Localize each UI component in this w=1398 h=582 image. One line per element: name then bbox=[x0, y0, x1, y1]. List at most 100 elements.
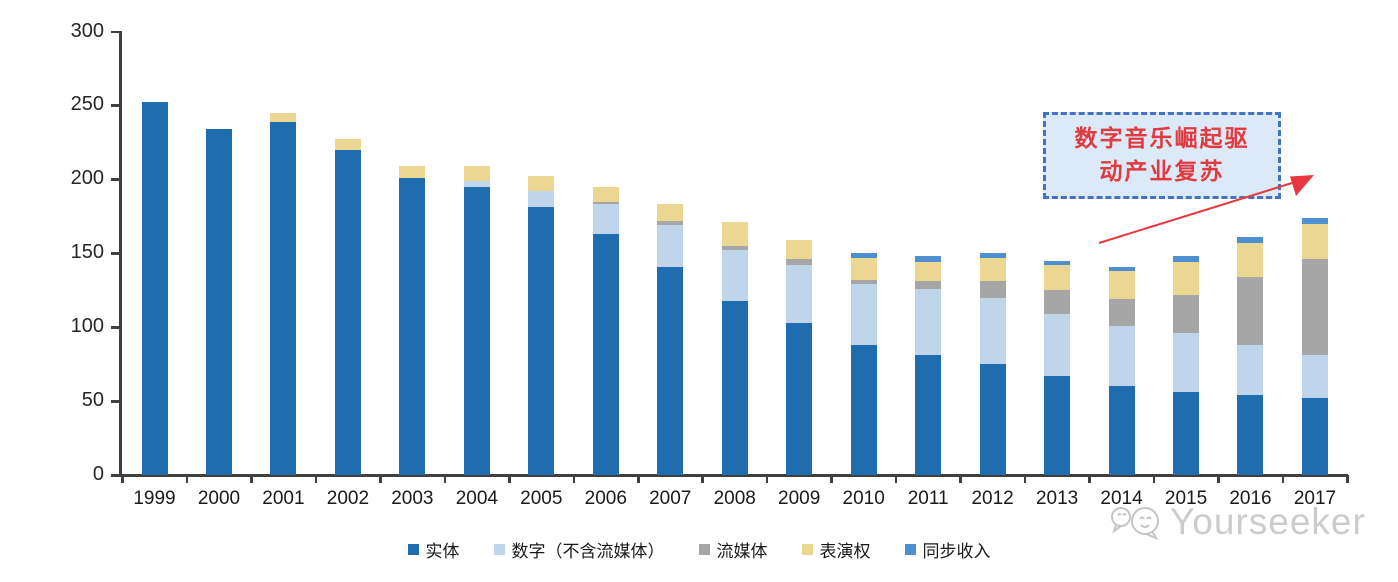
x-tick-mark bbox=[1217, 475, 1220, 483]
bar-segment-实体-2016 bbox=[1237, 395, 1264, 475]
legend-swatch bbox=[801, 544, 813, 555]
bar-segment-数字（不含流媒体）-2006 bbox=[592, 204, 619, 235]
y-axis-line bbox=[119, 31, 122, 477]
bar-segment-数字（不含流媒体）-2012 bbox=[979, 297, 1006, 365]
x-tick-mark bbox=[959, 475, 962, 483]
bar-segment-流媒体-2013 bbox=[1044, 290, 1071, 314]
bar-segment-实体-2010 bbox=[850, 344, 877, 475]
annotation-text-line1: 数字音乐崛起驱 bbox=[1074, 126, 1250, 153]
legend-swatch bbox=[407, 544, 419, 555]
bar-segment-表演权-2017 bbox=[1301, 223, 1328, 260]
x-tick-label: 2014 bbox=[1100, 488, 1143, 509]
bar-segment-表演权-2011 bbox=[915, 262, 942, 282]
x-tick-label: 1999 bbox=[133, 488, 176, 509]
bar-segment-数字（不含流媒体）-2016 bbox=[1237, 344, 1264, 396]
bar-segment-数字（不含流媒体）-2009 bbox=[786, 265, 813, 323]
y-tick-mark bbox=[111, 178, 119, 181]
bar-segment-同步收入-2016 bbox=[1237, 236, 1264, 243]
bar-segment-表演权-2001 bbox=[270, 112, 297, 122]
bar-segment-流媒体-2006 bbox=[592, 201, 619, 205]
bar-segment-数字（不含流媒体）-2011 bbox=[915, 288, 942, 356]
y-tick-label: 50 bbox=[81, 389, 104, 412]
bar-segment-数字（不含流媒体）-2010 bbox=[850, 284, 877, 345]
y-tick-mark bbox=[111, 474, 119, 477]
legend-item-数字（不含流媒体）: 数字（不含流媒体） bbox=[493, 537, 665, 562]
bar-segment-流媒体-2014 bbox=[1108, 299, 1135, 326]
y-tick-mark bbox=[111, 326, 119, 329]
bar-segment-表演权-2016 bbox=[1237, 242, 1264, 277]
legend-label: 实体 bbox=[425, 542, 460, 562]
x-tick-label: 2012 bbox=[971, 488, 1014, 509]
bar-segment-流媒体-2015 bbox=[1173, 294, 1200, 334]
y-tick-mark bbox=[111, 104, 119, 107]
legend-swatch bbox=[493, 544, 505, 555]
chart-legend: 实体 数字（不含流媒体） 流媒体 表演权 同步收入 bbox=[0, 537, 1398, 562]
bar-segment-数字（不含流媒体）-2005 bbox=[528, 191, 555, 208]
bar-segment-同步收入-2017 bbox=[1301, 217, 1328, 224]
x-tick-mark bbox=[185, 475, 189, 483]
x-tick-label: 2006 bbox=[584, 488, 627, 509]
legend-label: 流媒体 bbox=[716, 542, 768, 562]
legend-swatch bbox=[904, 544, 916, 555]
watermark-text: Yourseeker bbox=[1170, 501, 1366, 542]
bar-segment-表演权-2013 bbox=[1044, 265, 1071, 291]
x-tick-mark bbox=[830, 475, 833, 483]
bar-segment-同步收入-2014 bbox=[1108, 266, 1135, 271]
bar-segment-数字（不含流媒体）-2015 bbox=[1173, 333, 1200, 393]
x-tick-label: 2015 bbox=[1164, 488, 1208, 509]
bar-segment-实体-2009 bbox=[786, 322, 813, 475]
bar-segment-表演权-2012 bbox=[979, 257, 1006, 282]
bar-segment-表演权-2005 bbox=[528, 176, 555, 192]
x-tick-label: 2007 bbox=[649, 488, 692, 509]
bar-segment-实体-2015 bbox=[1173, 392, 1200, 475]
bar-segment-同步收入-2011 bbox=[915, 256, 942, 263]
bar-segment-实体-2004 bbox=[463, 186, 490, 475]
bar-segment-流媒体-2016 bbox=[1237, 276, 1264, 345]
x-tick-mark bbox=[314, 475, 318, 483]
x-tick-mark bbox=[1281, 475, 1285, 483]
x-tick-mark bbox=[443, 475, 447, 483]
bar-segment-实体-2012 bbox=[979, 364, 1006, 475]
x-tick-mark bbox=[572, 475, 576, 483]
x-tick-mark bbox=[121, 475, 124, 483]
bar-segment-表演权-2015 bbox=[1173, 262, 1200, 295]
x-tick-mark bbox=[894, 475, 898, 483]
x-tick-label: 2003 bbox=[391, 488, 434, 509]
x-tick-mark bbox=[637, 475, 640, 483]
bar-segment-实体-2005 bbox=[528, 207, 555, 475]
x-tick-label: 2005 bbox=[520, 488, 563, 509]
bar-segment-同步收入-2015 bbox=[1173, 256, 1200, 263]
x-tick-label: 2004 bbox=[455, 488, 498, 509]
y-tick-label: 100 bbox=[70, 315, 104, 338]
bar-segment-表演权-2002 bbox=[334, 139, 361, 150]
bar-segment-实体-2014 bbox=[1108, 386, 1135, 475]
legend-label: 表演权 bbox=[819, 542, 871, 562]
bar-segment-表演权-2007 bbox=[657, 204, 684, 221]
annotation-text-line2: 动产业复苏 bbox=[1099, 158, 1225, 185]
bar-segment-实体-2002 bbox=[334, 149, 361, 475]
legend-item-表演权: 表演权 bbox=[801, 537, 871, 562]
y-tick-label: 150 bbox=[70, 241, 104, 264]
bar-segment-实体-2001 bbox=[270, 121, 297, 475]
bar-segment-流媒体-2012 bbox=[979, 281, 1006, 298]
x-tick-label: 2013 bbox=[1035, 488, 1079, 509]
watermark: Yourseeker bbox=[1108, 500, 1366, 544]
x-tick-mark bbox=[1088, 475, 1091, 483]
y-tick-mark bbox=[111, 30, 119, 33]
y-tick-label: 0 bbox=[92, 463, 104, 485]
x-tick-label: 2010 bbox=[842, 488, 885, 509]
bar-segment-同步收入-2012 bbox=[979, 253, 1006, 258]
bar-segment-表演权-2008 bbox=[721, 222, 748, 246]
bar-segment-数字（不含流媒体）-2014 bbox=[1108, 325, 1135, 387]
bar-segment-表演权-2003 bbox=[399, 166, 426, 178]
bar-segment-实体-2003 bbox=[399, 177, 426, 475]
legend-item-同步收入: 同步收入 bbox=[904, 537, 991, 562]
bar-segment-表演权-2010 bbox=[850, 257, 877, 280]
bar-segment-数字（不含流媒体）-2013 bbox=[1044, 313, 1071, 376]
x-axis-line bbox=[119, 474, 1348, 477]
bar-segment-数字（不含流媒体）-2007 bbox=[657, 225, 684, 267]
legend-item-流媒体: 流媒体 bbox=[698, 537, 768, 562]
x-tick-mark bbox=[701, 475, 704, 483]
bar-segment-流媒体-2010 bbox=[850, 279, 877, 285]
